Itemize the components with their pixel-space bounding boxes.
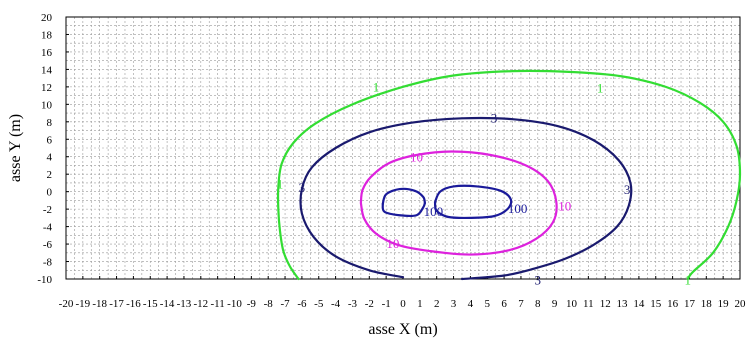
y-tick-label: 0 [47,187,53,199]
x-tick-label: -5 [314,298,324,310]
y-tick-label: 16 [41,47,53,59]
y-tick-label: 6 [47,134,53,146]
contour-lines [276,69,742,281]
contour-label-3: 3 [535,273,542,288]
contour-label-100: 100 [508,201,528,216]
x-tick-label: 1 [417,298,423,310]
y-tick-label: -6 [43,239,53,251]
x-tick-label: -7 [280,298,290,310]
contour-line-10 [359,150,558,256]
x-tick-label: 15 [650,298,662,310]
x-tick-label: -8 [264,298,274,310]
y-tick-label: 18 [41,29,53,41]
y-tick-label: 8 [47,117,53,129]
x-tick-label: 20 [735,298,747,310]
x-tick-label: -19 [76,298,91,310]
contour-line-1 [276,69,742,281]
x-tick-label: 19 [718,298,730,310]
contour-label-1: 1 [685,273,692,288]
x-tick-label: -3 [348,298,358,310]
x-tick-label: -6 [297,298,307,310]
contour-label-10: 10 [558,199,571,214]
y-tick-label: -10 [37,274,52,286]
x-tick-label: -16 [126,298,141,310]
y-tick-label: 4 [47,152,53,164]
x-tick-label: 16 [667,298,679,310]
x-tick-label: 4 [468,298,474,310]
contour-line-100 [381,187,427,205]
y-tick-label: 12 [41,82,52,94]
x-tick-label: -18 [92,298,107,310]
x-tick-label: 10 [566,298,578,310]
contour-line-100 [381,201,427,218]
x-tick-label: -9 [247,298,257,310]
x-tick-label: 8 [535,298,541,310]
contour-label-3: 3 [299,180,306,195]
x-tick-label: -20 [59,298,74,310]
contour-label-1: 1 [277,177,284,192]
contour-line-100 [433,184,513,220]
contour-label-3: 3 [491,110,498,125]
x-axis-ticks: -20 -19 -18 -17 -16 -15 -14 -13 -12 -11 -10 -9 -8 -7-… [59,276,746,310]
x-tick-label: 2 [434,298,440,310]
y-tick-label: 14 [41,64,53,76]
x-tick-label: 12 [600,298,611,310]
x-tick-label: -2 [365,298,374,310]
y-axis-title: asse Y (m) [7,114,24,182]
x-tick-label: -17 [109,298,124,310]
x-axis-title: asse X (m) [368,321,437,338]
x-tick-label: -1 [382,298,391,310]
x-tick-label: 13 [617,298,629,310]
x-tick-label: -12 [193,298,208,310]
x-tick-label: 0 [400,298,406,310]
x-tick-label: -13 [177,298,192,310]
x-tick-label: 14 [633,298,645,310]
y-tick-label: 20 [41,12,53,24]
y-tick-label: 10 [41,99,53,111]
x-tick-label: 7 [518,298,524,310]
x-tick-label: 9 [552,298,558,310]
x-tick-label: 3 [451,298,457,310]
y-tick-label: 2 [47,169,53,181]
contour-label-1: 1 [597,81,604,96]
contour-label-1: 1 [373,80,380,95]
x-tick-label: -15 [143,298,158,310]
x-tick-label: 6 [501,298,507,310]
y-axis-ticks: -10 -8 -6 -4 -2 0 2 4 6 8 10 12 14 16 18 20 [37,12,69,286]
contour-label-100: 100 [424,204,444,219]
contour-label-3: 3 [624,182,631,197]
x-tick-label: -10 [227,298,242,310]
x-tick-label: 5 [485,298,491,310]
x-tick-label: 11 [583,298,594,310]
y-tick-label: -8 [43,257,53,269]
x-tick-label: -11 [211,298,225,310]
x-tick-label: 17 [684,298,696,310]
y-tick-label: -4 [43,222,53,234]
contour-label-10: 10 [386,236,399,251]
x-tick-label: -14 [160,298,175,310]
y-tick-label: -2 [43,204,52,216]
x-tick-label: -4 [331,298,341,310]
x-tick-label: 18 [701,298,713,310]
grid-lines [66,17,740,279]
contour-label-10: 10 [410,150,423,165]
contour-line-3 [299,116,633,281]
